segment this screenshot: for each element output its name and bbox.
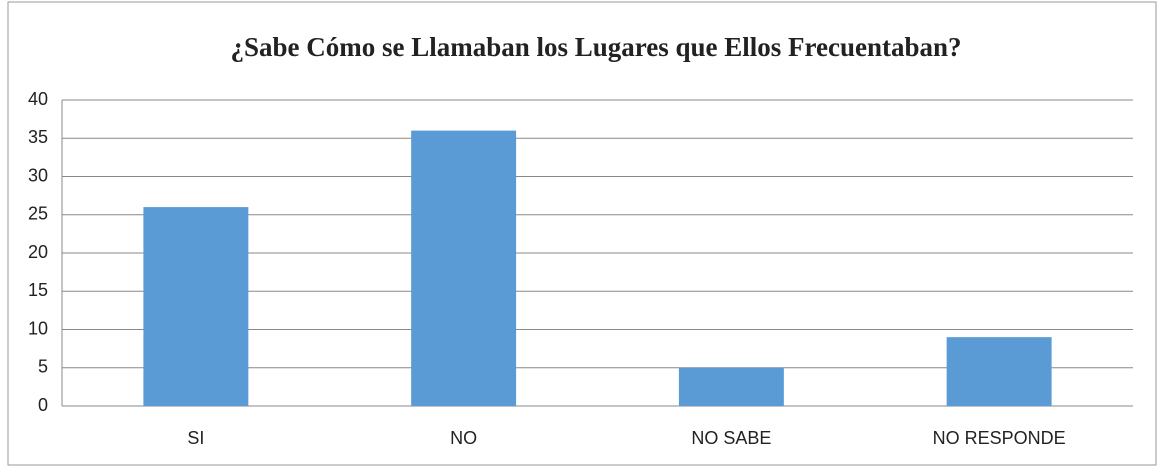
- y-tick-label: 25: [28, 204, 48, 224]
- bar: [678, 367, 784, 406]
- x-tick-label: NO: [450, 428, 477, 448]
- y-tick-label: 10: [28, 318, 48, 338]
- bar: [946, 337, 1052, 406]
- y-tick-label: 30: [28, 165, 48, 185]
- x-tick-label: SI: [187, 428, 204, 448]
- x-tick-label: NO SABE: [691, 428, 771, 448]
- y-tick-label: 0: [38, 395, 48, 415]
- bar: [411, 130, 517, 406]
- bar: [143, 207, 249, 406]
- y-tick-label: 5: [38, 357, 48, 377]
- y-tick-label: 15: [28, 280, 48, 300]
- x-tick-label: NO RESPONDE: [933, 428, 1066, 448]
- chart-title: ¿Sabe Cómo se Llamaban los Lugares que E…: [230, 32, 961, 62]
- y-tick-label: 35: [28, 127, 48, 147]
- y-tick-label: 20: [28, 242, 48, 262]
- y-tick-label: 40: [28, 89, 48, 109]
